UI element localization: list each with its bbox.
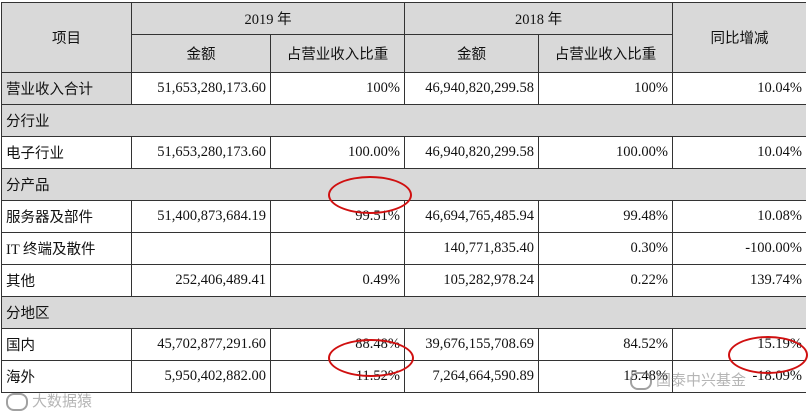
table-row: 国内 45,702,877,291.60 88.48% 39,676,155,7…	[1, 328, 806, 361]
section-label: 分行业	[1, 104, 806, 137]
share-2019: 11.52%	[270, 360, 405, 393]
share-2018: 0.22%	[538, 264, 673, 297]
row-label: IT 终端及散件	[1, 232, 132, 265]
header-share-2019: 占营业收入比重	[270, 34, 405, 73]
share-2018: 100.00%	[538, 136, 673, 169]
header-share-2018: 占营业收入比重	[538, 34, 673, 73]
header-row-years: 项目 2019 年 2018 年 同比增减	[1, 2, 806, 73]
amount-2019: 252,406,489.41	[131, 264, 271, 297]
amount-2019: 51,653,280,173.60	[131, 72, 271, 105]
section-row: 分行业	[1, 104, 806, 137]
table-row: 服务器及部件 51,400,873,684.19 99.51% 46,694,7…	[1, 200, 806, 233]
yoy-change: 10.08%	[672, 200, 806, 233]
row-label: 国内	[1, 328, 132, 361]
yoy-change: 10.04%	[672, 136, 806, 169]
header-2018: 2018 年	[404, 2, 673, 35]
yoy-change: 15.19%	[672, 328, 806, 361]
yoy-change: -18.09%	[672, 360, 806, 393]
section-label: 分地区	[1, 296, 806, 329]
share-2018: 99.48%	[538, 200, 673, 233]
header-2019: 2019 年	[131, 2, 405, 35]
row-label: 其他	[1, 264, 132, 297]
table-row: IT 终端及散件 140,771,835.40 0.30% -100.00%	[1, 232, 806, 265]
share-2019: 0.49%	[270, 264, 405, 297]
table-row: 电子行业 51,653,280,173.60 100.00% 46,940,82…	[1, 136, 806, 169]
row-label: 海外	[1, 360, 132, 393]
amount-2019	[131, 232, 271, 265]
header-item: 项目	[1, 2, 132, 73]
amount-2019: 45,702,877,291.60	[131, 328, 271, 361]
table-row: 营业收入合计 51,653,280,173.60 100% 46,940,820…	[1, 72, 806, 105]
yoy-change: -100.00%	[672, 232, 806, 265]
amount-2019: 51,653,280,173.60	[131, 136, 271, 169]
share-2018: 15.48%	[538, 360, 673, 393]
row-label: 营业收入合计	[1, 72, 132, 105]
share-2019: 100%	[270, 72, 405, 105]
header-amount-2019: 金额	[131, 34, 271, 73]
amount-2018: 46,694,765,485.94	[404, 200, 539, 233]
share-2019: 100.00%	[270, 136, 405, 169]
amount-2018: 46,940,820,299.58	[404, 136, 539, 169]
table-row: 海外 5,950,402,882.00 11.52% 7,264,664,590…	[1, 360, 806, 393]
share-2019: 88.48%	[270, 328, 405, 361]
amount-2018: 140,771,835.40	[404, 232, 539, 265]
amount-2018: 39,676,155,708.69	[404, 328, 539, 361]
share-2019	[270, 232, 405, 265]
header-yoy: 同比增减	[672, 2, 806, 73]
section-row: 分地区	[1, 296, 806, 329]
row-label: 电子行业	[1, 136, 132, 169]
share-2018: 100%	[538, 72, 673, 105]
amount-2018: 46,940,820,299.58	[404, 72, 539, 105]
amount-2019: 5,950,402,882.00	[131, 360, 271, 393]
amount-2018: 105,282,978.24	[404, 264, 539, 297]
share-2018: 0.30%	[538, 232, 673, 265]
header-amount-2018: 金额	[404, 34, 539, 73]
yoy-change: 10.04%	[672, 72, 806, 105]
share-2019: 99.51%	[270, 200, 405, 233]
share-2018: 84.52%	[538, 328, 673, 361]
header-row-metrics: 金额 占营业收入比重 金额 占营业收入比重	[2, 34, 807, 73]
section-row: 分产品	[1, 168, 806, 201]
amount-2019: 51,400,873,684.19	[131, 200, 271, 233]
yoy-change: 139.74%	[672, 264, 806, 297]
revenue-composition-table: 项目 2019 年 2018 年 同比增减 金额 占营业收入比重 金额 占营业收…	[1, 2, 806, 393]
table-row: 其他 252,406,489.41 0.49% 105,282,978.24 0…	[1, 264, 806, 297]
section-label: 分产品	[1, 168, 806, 201]
row-label: 服务器及部件	[1, 200, 132, 233]
amount-2018: 7,264,664,590.89	[404, 360, 539, 393]
